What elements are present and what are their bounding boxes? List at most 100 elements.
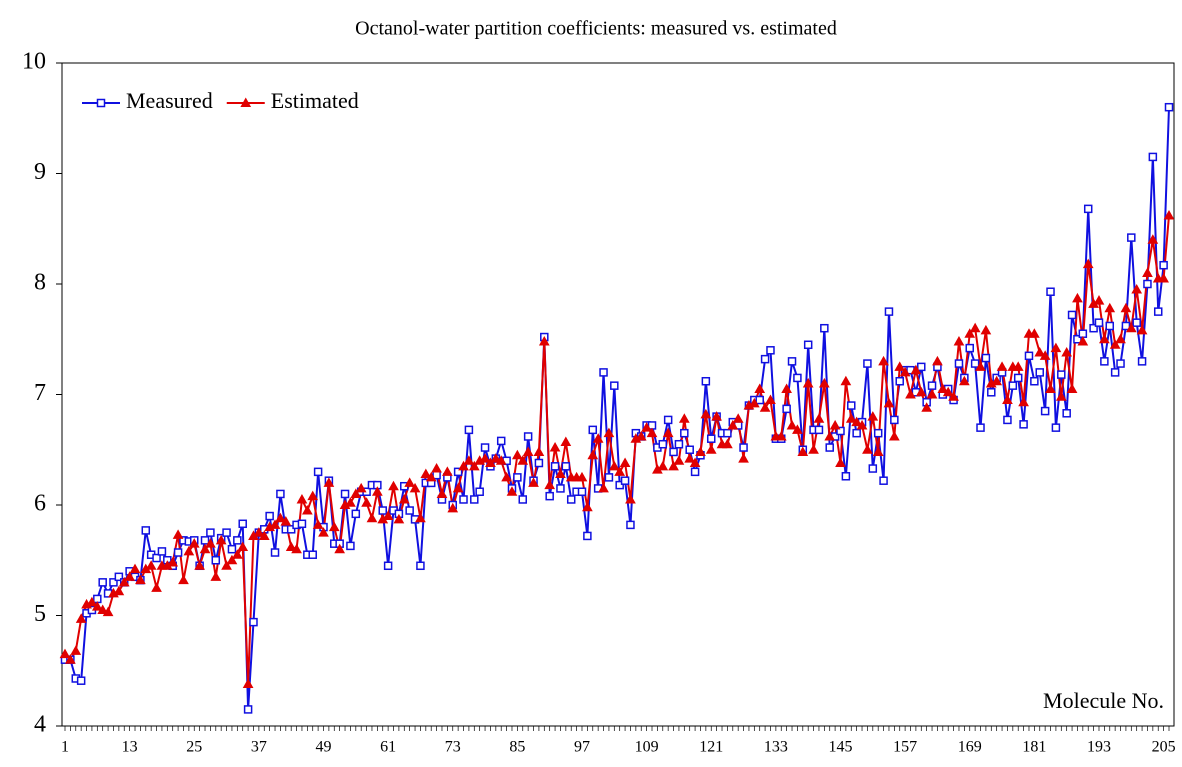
marker <box>378 506 387 515</box>
marker <box>226 554 238 565</box>
marker <box>269 519 281 529</box>
y-tick-label: 6 <box>34 491 46 517</box>
marker <box>969 322 981 333</box>
marker <box>975 361 986 371</box>
marker <box>926 388 938 399</box>
marker <box>296 493 308 504</box>
marker <box>199 543 211 554</box>
marker <box>114 572 124 582</box>
marker <box>560 436 572 447</box>
marker <box>894 361 906 371</box>
marker <box>674 439 684 449</box>
marker <box>700 408 712 419</box>
marker <box>550 462 560 471</box>
marker <box>927 381 937 390</box>
marker <box>604 473 614 482</box>
marker <box>614 466 626 476</box>
marker <box>657 460 669 471</box>
marker <box>1089 323 1098 333</box>
marker <box>231 549 243 559</box>
marker <box>188 538 200 548</box>
marker <box>222 528 231 537</box>
marker <box>215 534 227 545</box>
marker <box>792 424 803 434</box>
marker <box>1046 287 1055 296</box>
marker <box>86 596 98 607</box>
marker <box>598 482 609 493</box>
marker <box>732 413 744 423</box>
marker <box>517 455 529 465</box>
marker <box>280 516 292 526</box>
marker <box>959 375 970 386</box>
marker <box>576 471 588 482</box>
marker <box>141 526 151 535</box>
marker <box>695 446 706 456</box>
marker <box>442 466 453 476</box>
marker <box>818 377 830 388</box>
marker <box>738 453 749 463</box>
marker <box>470 495 479 504</box>
y-tick-label: 4 <box>34 712 46 738</box>
marker <box>1125 322 1137 333</box>
marker <box>1003 415 1012 425</box>
marker <box>1131 284 1143 294</box>
marker <box>328 521 340 532</box>
marker <box>351 509 361 519</box>
legend-label: Estimated <box>271 88 359 113</box>
marker <box>480 443 490 452</box>
marker <box>1147 234 1159 244</box>
marker <box>706 434 716 443</box>
x-tick-label: 13 <box>122 739 138 756</box>
marker <box>782 404 791 414</box>
marker <box>1002 394 1013 405</box>
marker <box>814 425 824 435</box>
marker <box>669 447 678 457</box>
marker <box>905 388 916 399</box>
marker <box>145 560 157 570</box>
marker <box>205 538 216 548</box>
marker <box>781 383 792 393</box>
y-tick-label: 8 <box>34 270 46 296</box>
marker <box>863 359 872 368</box>
marker <box>506 486 518 496</box>
x-axis-label: Molecule No. <box>1043 688 1164 713</box>
marker <box>852 428 861 438</box>
marker <box>759 402 771 412</box>
marker <box>1039 350 1051 360</box>
marker <box>556 484 565 493</box>
marker <box>890 415 899 425</box>
marker <box>663 415 673 425</box>
marker <box>829 419 841 430</box>
marker <box>458 460 469 471</box>
marker <box>932 355 943 366</box>
marker <box>416 561 425 571</box>
marker <box>625 493 636 504</box>
marker <box>340 489 350 499</box>
marker <box>862 444 873 454</box>
marker <box>820 323 829 333</box>
marker <box>583 531 592 541</box>
marker <box>841 472 851 481</box>
marker <box>787 357 797 366</box>
marker <box>75 613 87 623</box>
marker <box>793 373 802 383</box>
x-tick-label: 37 <box>251 739 267 756</box>
marker <box>544 479 556 490</box>
marker <box>135 574 146 585</box>
marker <box>431 463 442 473</box>
marker <box>495 455 507 465</box>
marker <box>981 353 991 363</box>
marker <box>701 376 711 386</box>
marker <box>561 462 571 471</box>
marker <box>965 343 974 353</box>
marker <box>1153 307 1163 316</box>
marker <box>845 413 857 423</box>
marker <box>996 361 1008 371</box>
marker <box>276 489 285 499</box>
marker <box>124 571 135 581</box>
marker <box>528 477 539 487</box>
marker <box>258 530 270 540</box>
marker <box>872 446 884 456</box>
x-tick-label: 49 <box>315 739 331 756</box>
marker <box>599 368 608 377</box>
